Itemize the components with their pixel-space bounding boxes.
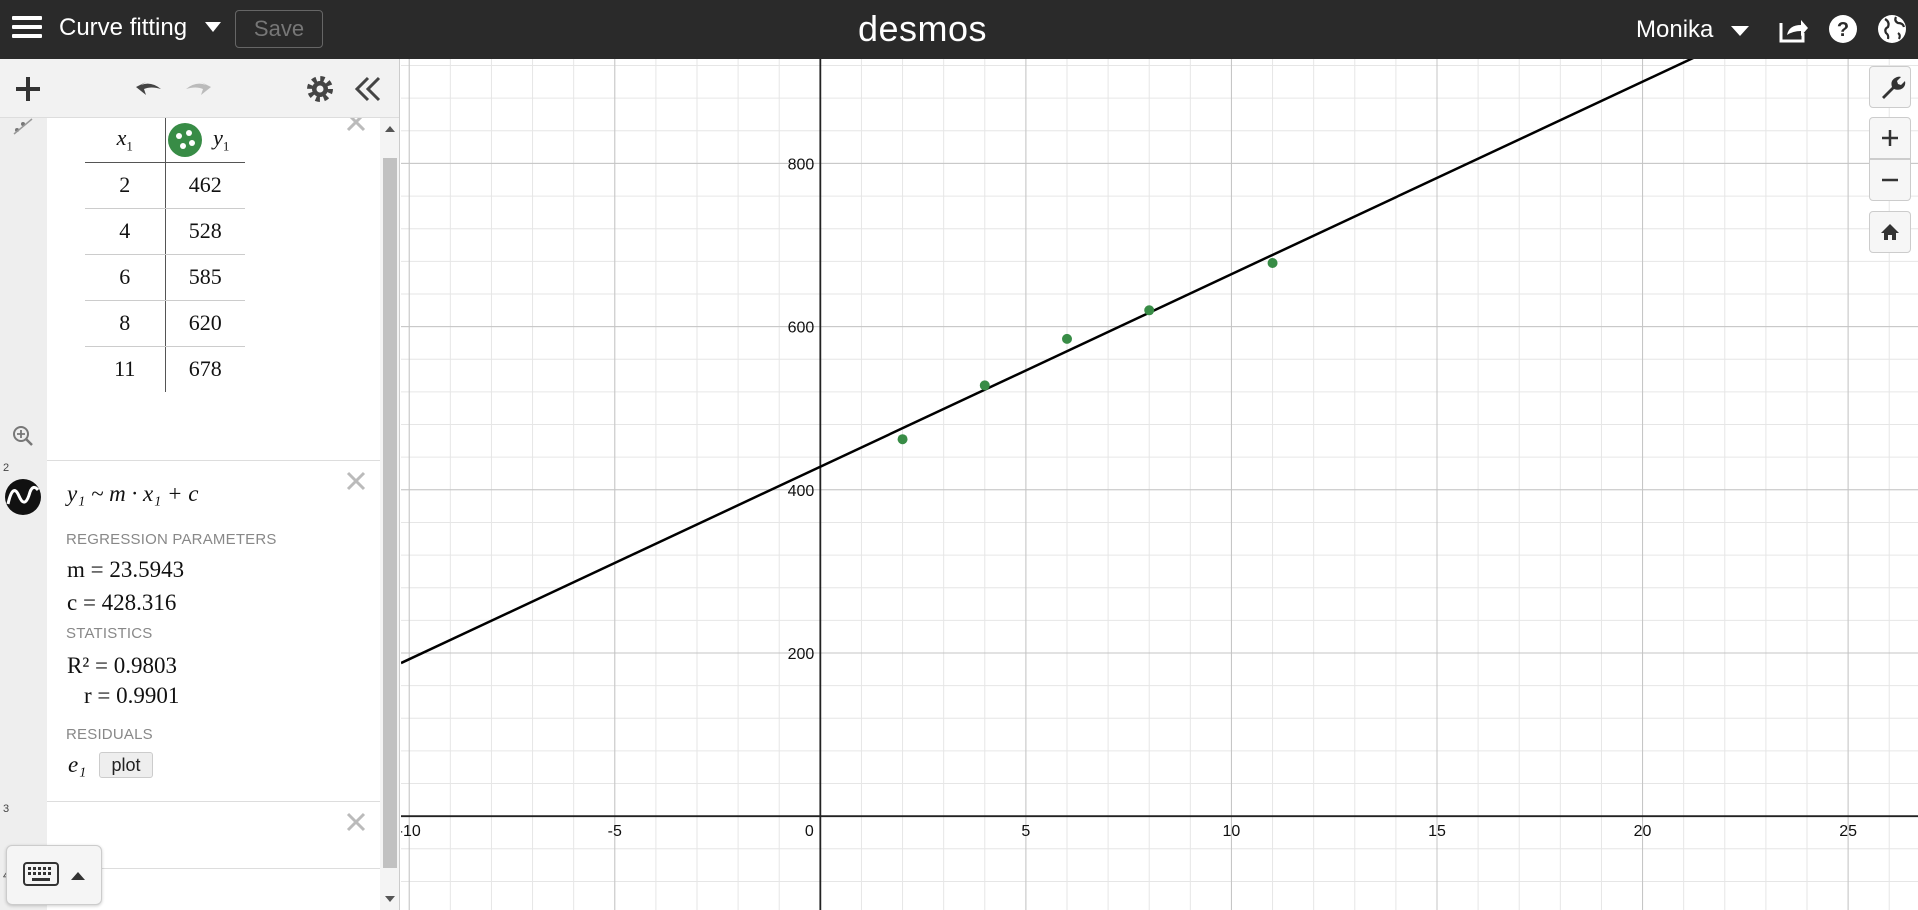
statistics-label: STATISTICS <box>66 625 153 642</box>
row-number: 3 <box>3 803 10 815</box>
minus-icon <box>1882 178 1898 182</box>
table-header-y[interactable]: y1 <box>165 118 245 163</box>
table-cell-x[interactable]: 11 <box>85 346 166 392</box>
table-options-icon[interactable] <box>12 118 34 138</box>
graph-settings-button[interactable] <box>1869 66 1911 108</box>
table-row: 8 620 <box>85 300 245 347</box>
user-dropdown-icon[interactable] <box>1731 26 1749 36</box>
table-row: 2 462 <box>85 162 245 209</box>
x-tick-label: 25 <box>1839 823 1857 840</box>
hamburger-icon[interactable] <box>12 14 42 44</box>
share-icon[interactable] <box>1777 13 1809 45</box>
table-cell-x[interactable]: 4 <box>85 208 166 255</box>
keyboard-icon <box>23 862 59 886</box>
param-c-value: c = 428.316 <box>67 590 177 615</box>
table-header-row: x1 y1 <box>85 118 245 163</box>
home-icon <box>1881 224 1899 240</box>
x-tick-label: 20 <box>1634 823 1652 840</box>
regression-line <box>401 59 1694 665</box>
x-tick-label: 15 <box>1428 823 1446 840</box>
data-point <box>1267 257 1278 268</box>
keyboard-caret-icon <box>71 872 85 880</box>
data-point <box>979 380 990 391</box>
row-gutter <box>0 118 47 461</box>
stat-r-squared: R² = 0.9803 <box>67 653 177 678</box>
param-m-value: m = 23.5943 <box>67 557 185 582</box>
redo-icon[interactable] <box>182 73 214 105</box>
regression-icon <box>5 479 41 515</box>
row-number: 2 <box>3 462 10 474</box>
table-row: 11 678 <box>85 346 245 392</box>
globe-icon[interactable] <box>1876 13 1908 45</box>
graph-title[interactable]: Curve fitting <box>59 14 188 41</box>
expression-row-table[interactable]: x1 y1 2 462 4 528 6 585 8 620 11 678 <box>0 118 380 461</box>
table-cell-y[interactable]: 462 <box>165 162 245 209</box>
zoom-in-button[interactable] <box>1869 117 1911 159</box>
help-icon[interactable]: ? <box>1827 13 1859 45</box>
save-button[interactable]: Save <box>235 10 323 48</box>
row-gutter <box>0 461 47 802</box>
data-point <box>897 434 908 445</box>
zoom-out-button[interactable] <box>1869 159 1911 201</box>
plus-icon <box>1882 130 1898 146</box>
zoom-fit-icon[interactable] <box>11 424 35 448</box>
delete-expression-icon[interactable] <box>344 810 368 834</box>
regression-parameters-label: REGRESSION PARAMETERS <box>66 531 277 548</box>
residual-variable: e₁ <box>68 752 87 777</box>
y-tick-label: 200 <box>788 646 815 663</box>
data-table: x1 y1 2 462 4 528 6 585 8 620 11 678 <box>85 118 245 392</box>
expression-row-regression[interactable]: 2 y₁ ~ m · x₁ + c REGRESSION PARAMETERS … <box>0 461 380 802</box>
table-cell-x[interactable]: 2 <box>85 162 166 209</box>
graph-canvas[interactable]: -10 -5 0 5 10 15 20 25 200 400 600 800 <box>401 59 1918 910</box>
user-menu[interactable]: Monika <box>1636 16 1714 43</box>
scroll-up-icon[interactable] <box>385 126 395 132</box>
data-point <box>1144 305 1155 316</box>
x-tick-label: 0 <box>805 823 814 840</box>
collapse-icon[interactable] <box>352 73 384 105</box>
x-tick-label: -10 <box>401 823 421 840</box>
keyboard-toggle-button[interactable] <box>6 845 102 905</box>
table-cell-y[interactable]: 620 <box>165 300 245 347</box>
y-tick-label: 400 <box>788 483 815 500</box>
graph-paper[interactable]: -10 -5 0 5 10 15 20 25 200 400 600 800 <box>401 59 1918 910</box>
plus-icon[interactable] <box>12 73 44 105</box>
expression-toolbar <box>0 59 399 118</box>
title-dropdown-icon[interactable] <box>205 22 221 32</box>
table-cell-y[interactable]: 585 <box>165 254 245 301</box>
y-tick-label: 600 <box>788 320 815 337</box>
svg-text:?: ? <box>1837 19 1849 41</box>
expression-scrollbar[interactable] <box>380 118 399 910</box>
default-view-button[interactable] <box>1869 211 1911 253</box>
scroll-down-icon[interactable] <box>385 896 395 902</box>
scrollbar-thumb[interactable] <box>383 158 397 868</box>
residuals-label: RESIDUALS <box>66 726 153 743</box>
x-tick-label: -5 <box>608 823 622 840</box>
table-cell-y[interactable]: 528 <box>165 208 245 255</box>
gear-icon[interactable] <box>304 73 336 105</box>
table-cell-x[interactable]: 8 <box>85 300 166 347</box>
x-tick-label: 5 <box>1021 823 1030 840</box>
desmos-logo: desmos <box>858 8 988 49</box>
delete-expression-icon[interactable] <box>344 118 368 134</box>
x-tick-label: 10 <box>1223 823 1241 840</box>
delete-expression-icon[interactable] <box>344 469 368 493</box>
wrench-icon <box>1882 76 1906 99</box>
table-row: 6 585 <box>85 254 245 301</box>
table-header-x[interactable]: x1 <box>85 118 166 163</box>
top-header: Curve fitting Save desmos Monika ? <box>0 0 1918 59</box>
regression-formula[interactable]: y₁ ~ m · x₁ + c <box>67 481 199 506</box>
stat-r: r = 0.9901 <box>84 683 180 708</box>
table-cell-x[interactable]: 6 <box>85 254 166 301</box>
data-point <box>1062 333 1072 344</box>
expression-panel: x1 y1 2 462 4 528 6 585 8 620 11 678 <box>0 59 400 910</box>
y-tick-label: 800 <box>788 156 815 173</box>
plot-residuals-button[interactable]: plot <box>99 752 153 778</box>
undo-icon[interactable] <box>133 73 165 105</box>
expression-list: x1 y1 2 462 4 528 6 585 8 620 11 678 <box>0 118 380 910</box>
table-row: 4 528 <box>85 208 245 255</box>
point-style-icon[interactable] <box>167 122 203 158</box>
table-cell-y[interactable]: 678 <box>188 356 222 382</box>
